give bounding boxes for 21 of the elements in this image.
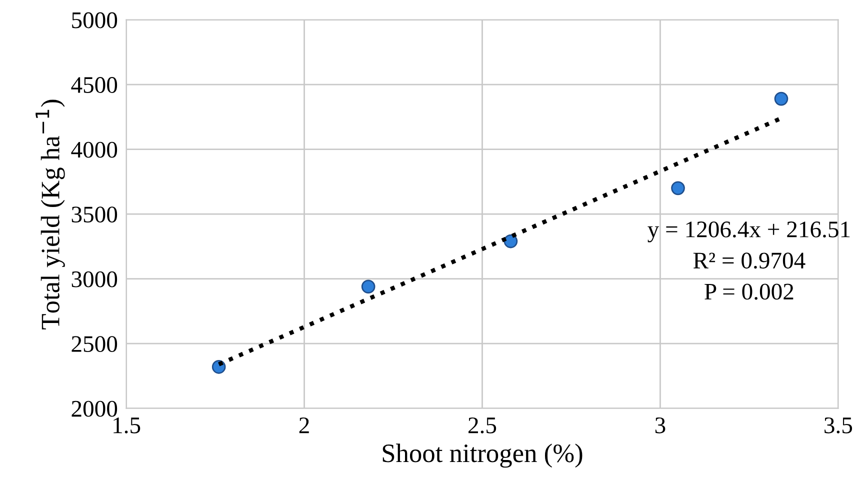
x-axis-title: Shoot nitrogen (%): [382, 444, 582, 468]
annotation: R² = 0.9704: [693, 252, 806, 269]
annotation: P = 0.002: [704, 284, 794, 300]
y-tick-label: 5000: [72, 12, 118, 28]
point: [774, 92, 788, 106]
y-tick-label: 2500: [72, 336, 118, 352]
point: [504, 234, 518, 248]
y-axis-title: Total yield (Kg ha$^{−1}$): [36, 100, 65, 330]
x-tick-label: 3.5: [824, 417, 852, 434]
y-tick-label: 3000: [72, 271, 118, 288]
x-tick-label: 2.5: [468, 417, 496, 434]
point: [361, 280, 376, 294]
y-tick-label: 2000: [72, 400, 118, 417]
y-tick-label: 4500: [71, 77, 118, 93]
point: [671, 181, 685, 196]
x-tick-label: 2: [299, 417, 309, 434]
y-tick-label: 3500: [72, 206, 118, 223]
annotation: y = 1206.4x + 216.51: [648, 221, 850, 242]
x-tick-label: 1.5: [114, 418, 140, 434]
y-tick-label: 4000: [71, 142, 118, 158]
x-tick-label: 3: [655, 417, 666, 434]
